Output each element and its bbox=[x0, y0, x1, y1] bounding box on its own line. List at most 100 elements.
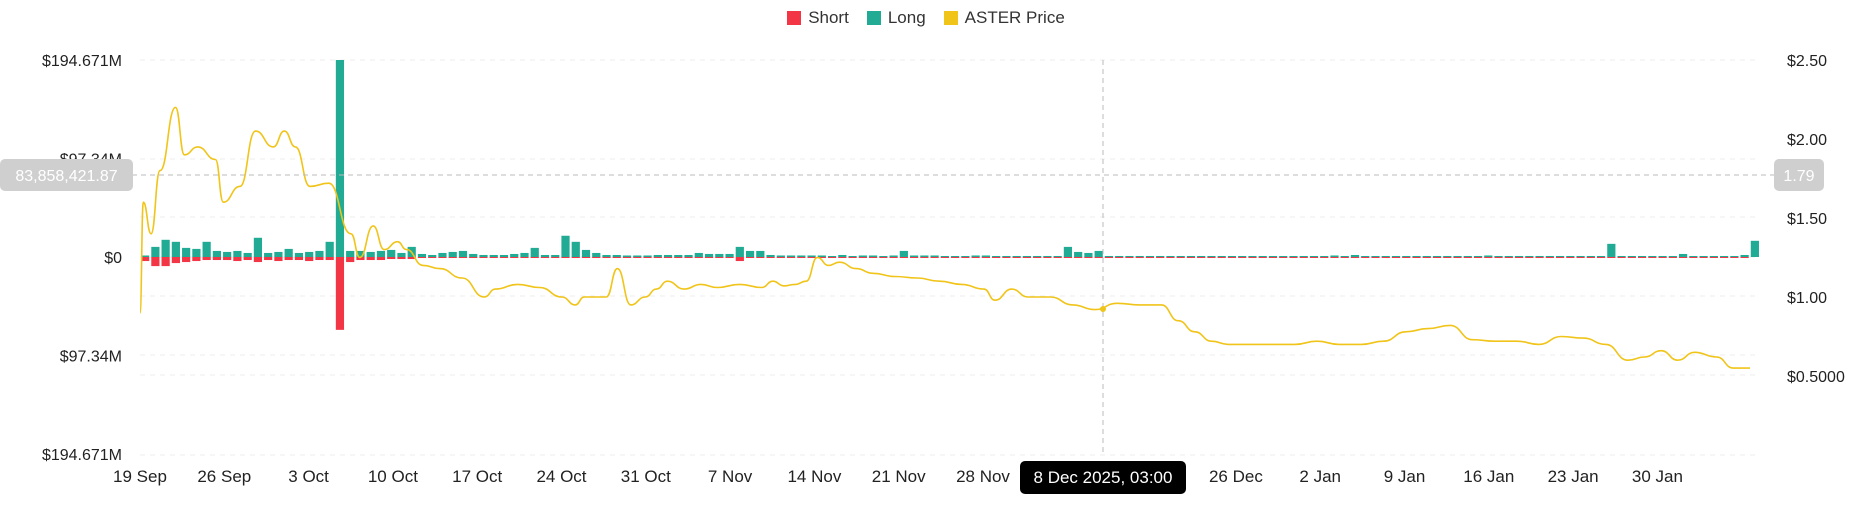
short-bar bbox=[366, 257, 375, 261]
right-axis: $2.50 $2.00 $1.50 $1.00 $0.5000 bbox=[1787, 53, 1845, 386]
long-bar bbox=[715, 253, 724, 257]
long-bar bbox=[171, 241, 180, 257]
short-bar bbox=[1422, 257, 1431, 259]
short-bar bbox=[1412, 257, 1421, 259]
long-bar bbox=[253, 237, 263, 257]
long-bar bbox=[182, 247, 191, 257]
x-tick-label: 24 Oct bbox=[536, 467, 586, 486]
short-bar bbox=[1730, 257, 1739, 259]
short-bar bbox=[479, 257, 488, 259]
long-bar bbox=[602, 254, 611, 257]
short-bar bbox=[1545, 257, 1554, 259]
short-bar bbox=[1279, 257, 1288, 259]
right-tick-label: $0.5000 bbox=[1787, 369, 1845, 386]
long-bar bbox=[417, 253, 427, 257]
long-bar bbox=[735, 246, 744, 257]
x-tick-label: 30 Jan bbox=[1632, 467, 1683, 486]
short-bar bbox=[284, 257, 293, 261]
short-bar bbox=[1227, 257, 1237, 259]
short-bar bbox=[1596, 257, 1606, 259]
short-bar bbox=[663, 257, 673, 259]
short-bar bbox=[571, 257, 580, 259]
long-bar bbox=[1156, 255, 1165, 257]
legend-item-price[interactable]: ASTER Price bbox=[943, 8, 1065, 28]
long-bar bbox=[920, 255, 929, 257]
long-bar bbox=[951, 255, 960, 257]
short-bar bbox=[305, 257, 314, 262]
x-tick-label: 3 Oct bbox=[288, 467, 329, 486]
short-bar bbox=[827, 257, 837, 259]
short-bar bbox=[387, 257, 396, 260]
long-bar bbox=[499, 254, 509, 257]
short-bar bbox=[1350, 257, 1360, 259]
long-bar bbox=[1494, 255, 1503, 257]
short-swatch bbox=[787, 11, 802, 25]
long-bar bbox=[1197, 255, 1206, 257]
legend-item-short[interactable]: Short bbox=[787, 8, 849, 28]
long-bar bbox=[663, 254, 673, 257]
short-bar bbox=[1586, 257, 1595, 259]
short-bar bbox=[1658, 257, 1667, 259]
short-bar bbox=[1074, 257, 1083, 259]
short-bar bbox=[212, 257, 221, 261]
long-bar bbox=[1104, 255, 1114, 257]
short-bar bbox=[1709, 257, 1718, 259]
x-tick-label: 21 Nov bbox=[872, 467, 926, 486]
crosshair: 83,858,421.87 1.79 8 Dec 2025, 03:00 bbox=[0, 60, 1824, 494]
long-bar bbox=[961, 255, 970, 257]
long-bar bbox=[1350, 254, 1360, 257]
short-bar bbox=[274, 257, 283, 262]
long-bar bbox=[1525, 255, 1534, 257]
long-bar bbox=[674, 254, 683, 257]
long-bar bbox=[1012, 255, 1021, 257]
long-bar bbox=[1484, 255, 1493, 257]
left-tick-label: $0 bbox=[104, 250, 122, 267]
short-bar bbox=[182, 257, 191, 263]
short-bar bbox=[643, 257, 652, 259]
long-bar bbox=[571, 241, 580, 257]
short-bar bbox=[612, 257, 621, 259]
long-bar bbox=[1207, 255, 1216, 257]
long-bar bbox=[469, 253, 478, 257]
long-bar bbox=[1668, 255, 1677, 257]
long-bar bbox=[1340, 255, 1349, 257]
long-bar bbox=[1699, 255, 1708, 257]
long-bar bbox=[1125, 255, 1134, 257]
short-bar bbox=[1463, 257, 1472, 259]
short-bar bbox=[602, 257, 611, 259]
short-bar bbox=[889, 257, 898, 259]
long-bar bbox=[1545, 255, 1554, 257]
long-bar bbox=[1217, 255, 1226, 257]
long-bar bbox=[366, 251, 375, 257]
long-swatch bbox=[866, 11, 881, 25]
short-bar bbox=[1504, 257, 1513, 259]
short-bar bbox=[1535, 257, 1544, 259]
long-bar bbox=[1514, 255, 1524, 257]
long-bar bbox=[1432, 255, 1442, 257]
long-bar bbox=[1043, 255, 1052, 257]
short-bar bbox=[510, 257, 519, 259]
long-bar bbox=[561, 235, 570, 257]
legend-item-long[interactable]: Long bbox=[866, 8, 926, 28]
short-bar bbox=[223, 257, 232, 261]
short-bar bbox=[1186, 257, 1196, 259]
price-swatch bbox=[943, 11, 958, 25]
long-bar bbox=[1596, 255, 1606, 257]
long-bar bbox=[264, 252, 273, 257]
short-bar bbox=[141, 257, 150, 262]
long-bar bbox=[643, 255, 652, 257]
short-bar bbox=[417, 257, 427, 259]
long-bar bbox=[479, 254, 488, 257]
x-tick-label: 16 Jan bbox=[1463, 467, 1514, 486]
long-bar bbox=[151, 246, 160, 257]
short-bar bbox=[1299, 257, 1308, 259]
long-bar bbox=[704, 253, 714, 257]
left-value-badge bbox=[0, 159, 133, 191]
long-bar bbox=[1679, 253, 1688, 257]
short-bar bbox=[1320, 257, 1329, 259]
left-tick-label: $194.671M bbox=[42, 53, 122, 70]
long-bar bbox=[1279, 255, 1288, 257]
short-bar bbox=[202, 257, 211, 261]
long-bar bbox=[1258, 255, 1267, 257]
